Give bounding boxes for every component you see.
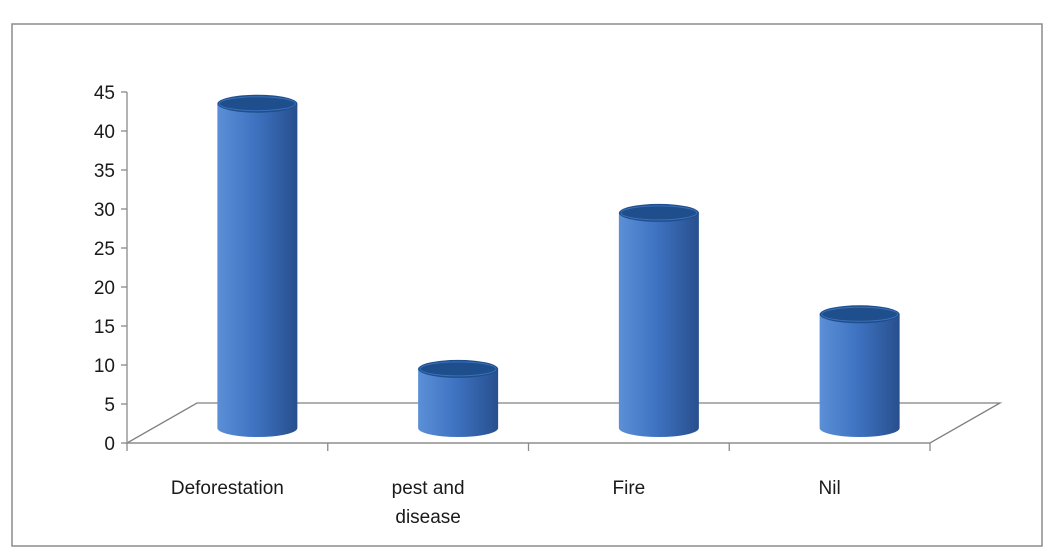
- y-tick-label: 0: [104, 434, 115, 455]
- bar-body: [418, 368, 499, 437]
- bar-top-rim: [419, 361, 497, 377]
- bar-top-rim: [620, 205, 698, 221]
- bar-top: [618, 203, 699, 222]
- y-tick-label: 20: [94, 278, 115, 299]
- bar-2: [418, 359, 499, 437]
- bar-top: [217, 94, 298, 113]
- x-tick-label: Fire: [613, 478, 646, 499]
- y-tick-label: 25: [94, 239, 115, 260]
- bar-1: [217, 94, 298, 437]
- x-tick-label: Deforestation: [171, 478, 284, 499]
- bar-top-rim: [218, 96, 296, 112]
- bar-body: [819, 314, 900, 437]
- bar-4: [819, 305, 900, 437]
- bar-3: [618, 203, 699, 437]
- x-tick-label: Nil: [819, 478, 841, 499]
- y-tick-label: 40: [94, 122, 115, 143]
- x-tick-label: pest and disease: [392, 478, 465, 528]
- bar-top: [819, 305, 900, 324]
- chart-frame: [11, 23, 1043, 547]
- y-tick-label: 45: [94, 83, 115, 104]
- bar-body: [217, 103, 298, 437]
- y-tick-label: 35: [94, 161, 115, 182]
- y-tick-label: 15: [94, 317, 115, 338]
- y-tick-label: 10: [94, 356, 115, 377]
- bar-body: [618, 212, 699, 437]
- y-tick-label: 30: [94, 200, 115, 221]
- y-tick-label: 5: [104, 395, 115, 416]
- bar-top: [418, 359, 499, 378]
- bar-top-rim: [821, 306, 899, 322]
